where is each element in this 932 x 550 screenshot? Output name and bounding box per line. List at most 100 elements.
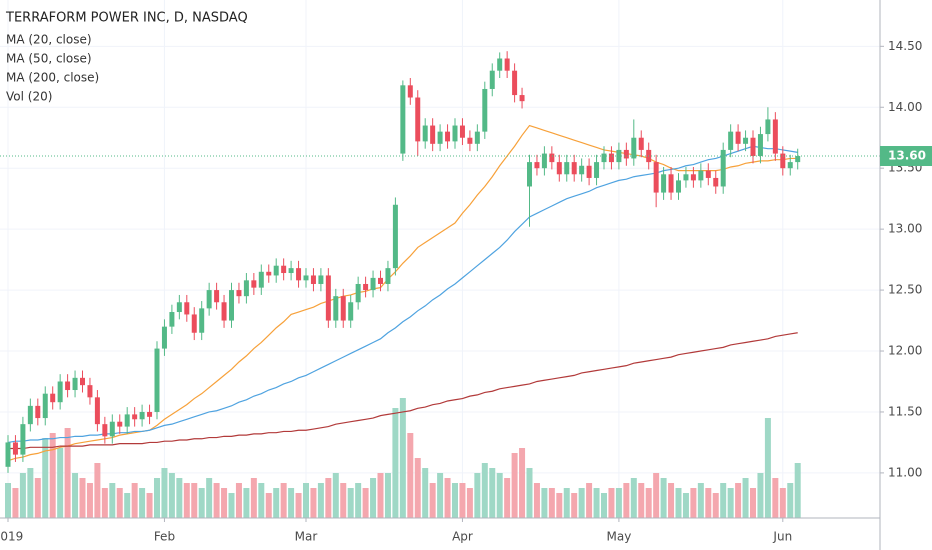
volume-bar: [452, 483, 458, 518]
candle-body: [243, 280, 249, 297]
volume-bar: [280, 483, 287, 518]
volume-bar: [630, 478, 637, 518]
y-tick-label: 12.50: [888, 283, 922, 297]
volume-bar: [794, 463, 801, 518]
volume-bar: [481, 463, 488, 518]
candle-body: [527, 162, 532, 187]
x-tick-label: Feb: [154, 530, 175, 544]
volume-bar: [362, 488, 369, 518]
y-tick-label: 12.00: [888, 344, 922, 358]
candle-body: [452, 125, 458, 142]
volume-bar: [750, 488, 756, 518]
candle-body: [534, 162, 540, 169]
volume-bar: [176, 478, 183, 518]
volume-bar: [101, 488, 108, 518]
candle-body: [199, 308, 205, 333]
candle-body: [780, 153, 786, 169]
candle-body: [661, 174, 667, 193]
volume-bar: [720, 483, 727, 518]
volume-bar: [764, 418, 771, 518]
volume-bar: [183, 483, 190, 518]
volume-bar: [370, 478, 377, 518]
volume-bar: [221, 488, 228, 518]
candle-body: [191, 314, 197, 333]
volume-bar: [332, 473, 339, 518]
candle-body: [214, 290, 220, 303]
volume-bar: [466, 488, 473, 518]
volume-bar: [511, 453, 518, 518]
volume-bar: [556, 493, 563, 518]
candle-body: [273, 265, 279, 276]
volume-bar: [12, 488, 19, 518]
volume-bar: [653, 473, 660, 518]
volume-bar: [72, 473, 79, 518]
candle-body: [735, 131, 741, 144]
volume-bar: [79, 478, 86, 518]
volume-bar: [712, 493, 719, 518]
legend-item: Vol (20): [6, 90, 52, 104]
volume-bar: [422, 468, 429, 518]
volume-bar: [623, 483, 630, 518]
candle-body: [683, 174, 689, 181]
volume-bar: [317, 483, 324, 518]
volume-bar: [191, 483, 198, 518]
candle-body: [50, 393, 56, 403]
candle-body: [281, 265, 287, 274]
candle-body: [541, 153, 547, 169]
volume-bar: [49, 433, 56, 518]
candle-body: [676, 180, 681, 193]
volume-bar: [19, 473, 26, 518]
volume-bar: [757, 473, 764, 518]
candle-body: [586, 165, 592, 178]
candle-body: [147, 411, 153, 417]
volume-bar: [42, 438, 49, 518]
volume-bar: [727, 488, 734, 518]
candle-body: [743, 137, 749, 144]
candle-body: [65, 381, 71, 391]
volume-bar: [235, 483, 242, 518]
candle-body: [251, 280, 257, 288]
volume-bar: [340, 483, 347, 518]
candle-body: [102, 424, 108, 437]
volume-bar: [139, 488, 146, 518]
candle-body: [407, 85, 413, 98]
candle-body: [489, 70, 495, 89]
volume-bar: [310, 488, 317, 518]
candle-body: [415, 97, 421, 142]
candle-body: [5, 442, 11, 467]
volume-bar: [772, 478, 779, 518]
candle-body: [385, 268, 391, 284]
x-tick-label: 2019: [0, 530, 23, 544]
candle-body: [340, 296, 346, 321]
volume-bar: [213, 483, 220, 518]
volume-bar: [705, 488, 712, 518]
volume-bar: [690, 488, 697, 518]
candle-body: [12, 442, 18, 455]
volume-bar: [496, 473, 503, 518]
x-tick-label: Mar: [295, 530, 318, 544]
volume-bar: [258, 483, 265, 518]
candle-body: [474, 131, 480, 144]
candle-body: [467, 137, 473, 144]
candle-body: [482, 88, 488, 132]
volume-bar: [660, 478, 667, 518]
volume-bar: [474, 473, 481, 518]
volume-bar: [578, 488, 585, 518]
volume-bar: [541, 488, 548, 518]
candle-body: [795, 156, 801, 163]
volume-bar: [392, 408, 399, 518]
candle-body: [787, 162, 793, 169]
candle-body: [757, 134, 763, 157]
candle-body: [124, 414, 130, 427]
candle-body: [370, 277, 376, 291]
candle-body: [325, 275, 331, 321]
candle-body: [772, 119, 778, 154]
candle-body: [206, 290, 212, 309]
candle-body: [668, 174, 674, 193]
candle-body: [720, 149, 726, 187]
candle-body: [27, 405, 33, 425]
candle-body: [35, 405, 41, 419]
volume-bar: [593, 488, 600, 518]
volume-bar: [325, 478, 332, 518]
volume-bar: [489, 468, 496, 518]
